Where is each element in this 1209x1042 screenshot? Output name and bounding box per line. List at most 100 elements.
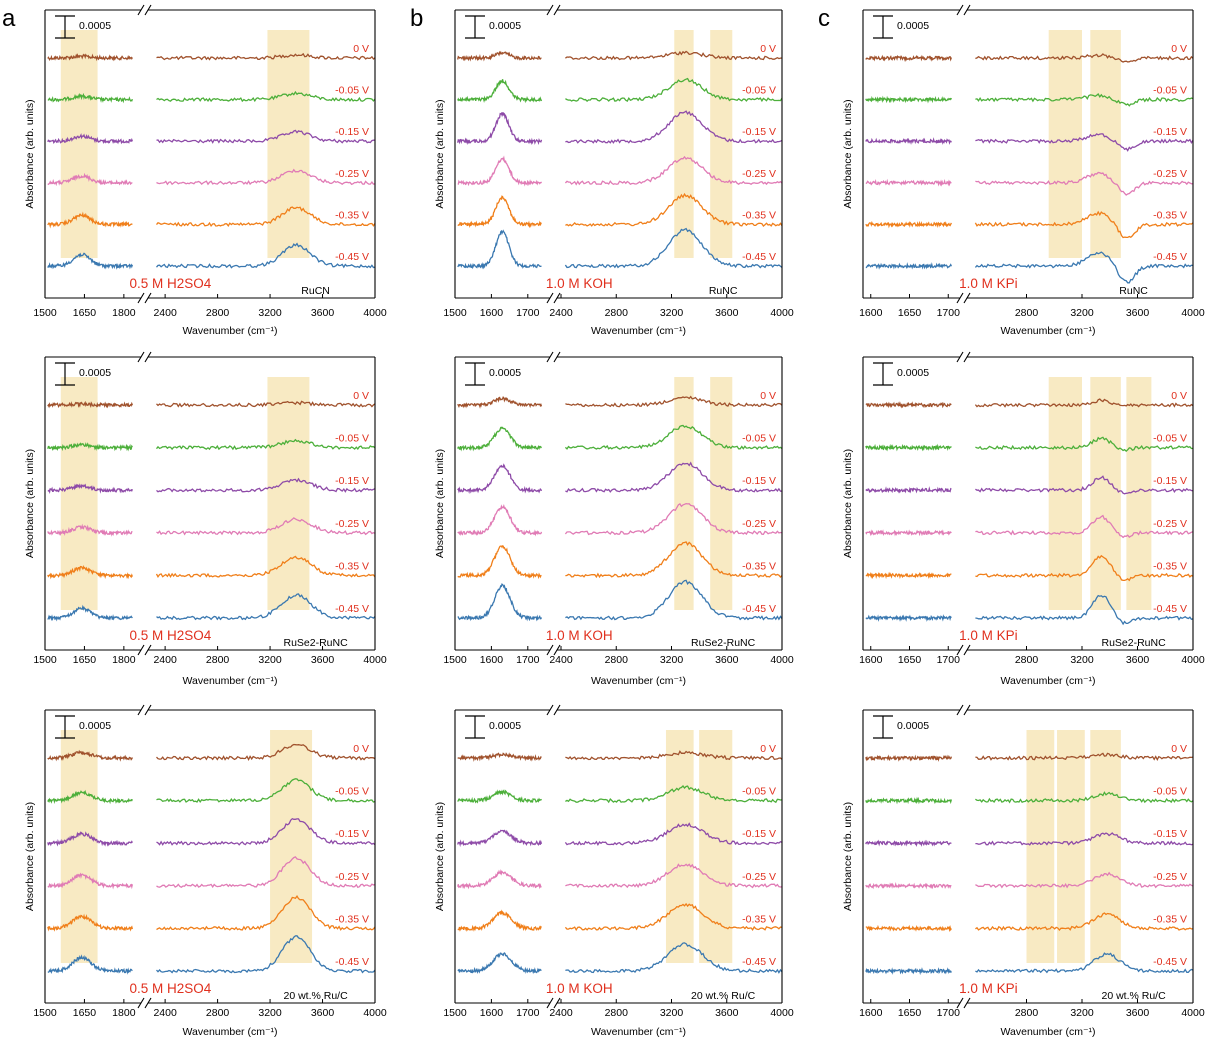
axis-break-mark [553,292,561,304]
scale-bar-label: 0.0005 [489,20,521,32]
highlight-band [674,377,694,610]
spectrum-line-0V [865,401,952,409]
spectrum-line--0_45V [457,583,543,622]
potential-label: -0.15 V [742,828,776,840]
potential-label: -0.15 V [1153,126,1187,138]
potential-label: -0.35 V [742,913,776,925]
sample-label: RuCN [301,285,330,297]
electrolyte-label: 1.0 M KOH [546,276,613,291]
spectrum-line--0_05V [865,443,952,452]
x-tick-label: 3600 [715,1007,739,1019]
sample-label: RuNC [709,285,738,297]
highlight-band [1057,730,1085,963]
spectrum-line--0_05V [457,789,542,804]
subplot-a-3: 0 V -0.05 V -0.15 V -0.25 V -0.35 V -0.45 V 15… [24,704,387,1038]
axis-break-mark [144,704,152,716]
highlight-band [674,30,694,258]
x-axis-title: Wavenumber (cm⁻¹) [591,675,686,687]
x-tick-label: 1650 [898,654,922,666]
subplot-b-3: 0 V -0.05 V -0.15 V -0.25 V -0.35 V -0.45 V 15… [434,704,794,1038]
spectrum-line--0_25V [47,523,133,537]
x-tick-label: 3200 [258,654,282,666]
x-tick-label: 1600 [480,307,504,319]
potential-label: -0.05 V [1153,433,1187,445]
spectrum-line--0_05V [47,92,134,104]
spectrum-line--0_05V [865,796,953,805]
spectrum-line--0_25V [564,155,783,186]
axis-break-mark [144,351,152,363]
potential-label: -0.25 V [742,871,776,883]
potential-label: -0.35 V [335,560,369,572]
y-axis-title: Absorbance (arb. units) [24,99,36,208]
y-axis-title: Absorbance (arb. units) [24,449,36,558]
x-tick-label: 3200 [1070,654,1094,666]
electrolyte-label: 1.0 M KPi [959,981,1018,996]
scale-bar-label: 0.0005 [79,720,111,732]
spectrum-line-0V [156,52,376,61]
x-tick-label: 3600 [1126,654,1150,666]
axis-break-mark [963,704,971,716]
axis-break-mark [137,644,145,656]
spectrum-line--0_45V [975,952,1194,974]
x-tick-label: 4000 [770,307,794,319]
spectrum-line-0V [457,396,543,409]
spectrum-line--0_45V [564,227,783,269]
spectrum-line--0_15V [457,829,543,848]
spectrum-line--0_35V [47,913,134,932]
spectrum-line--0_05V [156,90,376,103]
x-tick-label: 3200 [1070,1007,1094,1019]
spectrum-line--0_05V [457,79,543,104]
x-tick-label: 2800 [605,307,629,319]
spectrum-line--0_45V [156,593,376,621]
x-tick-label: 3600 [715,654,739,666]
spectrum-line--0_15V [564,822,783,847]
axis-break-mark [546,644,554,656]
highlight-band [270,730,313,963]
spectrum-line--0_35V [155,555,376,579]
spectrum-line--0_15V [156,817,376,846]
axis-break-mark [546,292,554,304]
scale-bar-label: 0.0005 [79,20,111,32]
x-tick-label: 3600 [1126,1007,1150,1019]
y-axis-title: Absorbance (arb. units) [434,802,446,911]
x-axis-title: Wavenumber (cm⁻¹) [1001,1026,1096,1038]
highlight-band [1048,30,1082,258]
x-tick-label: 1650 [73,654,97,666]
spectrum-line--0_15V [47,831,133,847]
scale-bar-label: 0.0005 [489,720,521,732]
spectrum-line--0_45V [47,252,134,270]
spectrum-line--0_15V [457,112,543,146]
spectrum-line--0_35V [156,206,376,228]
highlight-band [60,730,98,963]
x-tick-label: 1500 [33,307,57,319]
axis-break-mark [553,644,561,656]
axis-break-mark [137,997,145,1009]
x-tick-label: 4000 [363,1007,387,1019]
spectrum-line--0_05V [155,438,376,451]
potential-label: -0.25 V [742,168,776,180]
potential-label: -0.45 V [335,603,369,615]
sample-label: RuNC [1119,285,1148,297]
potential-label: -0.45 V [1153,603,1187,615]
potential-label: -0.25 V [335,518,369,530]
x-axis-title: Wavenumber (cm⁻¹) [1001,675,1096,687]
electrolyte-label: 0.5 M H2SO4 [130,981,212,996]
x-tick-label: 1700 [516,1007,540,1019]
axis-break-mark [963,292,971,304]
potential-label: 0 V [1171,43,1187,55]
spectrum-line--0_35V [457,909,542,932]
axis-break-mark [137,292,145,304]
spectrum-line-0V [457,752,542,762]
y-axis-title: Absorbance (arb. units) [434,449,446,558]
x-tick-label: 3600 [311,1007,335,1019]
highlight-band [1048,377,1082,610]
axis-break-mark [546,997,554,1009]
x-tick-label: 3600 [715,307,739,319]
potential-label: -0.25 V [335,871,369,883]
spectrum-line--0_35V [975,554,1194,582]
spectrum-line--0_15V [156,477,376,493]
spectrum-line--0_05V [47,789,133,805]
spectrum-line--0_05V [975,92,1194,107]
potential-label: 0 V [1171,743,1187,755]
spectrum-line--0_25V [564,503,783,536]
